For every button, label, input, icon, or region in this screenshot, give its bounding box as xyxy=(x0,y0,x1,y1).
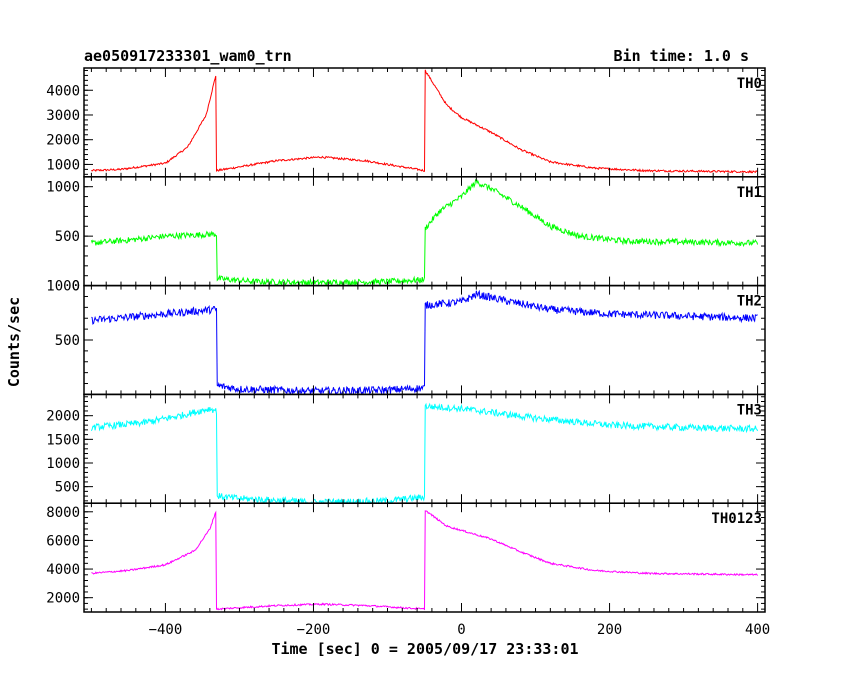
panel-label: TH1 xyxy=(737,185,762,201)
series-line-th2 xyxy=(91,289,758,395)
panel-th2: TH2 500 1000 xyxy=(46,279,766,396)
panel-th1: TH1 0 500 1000 xyxy=(46,176,766,295)
y-tick-label: 4000 xyxy=(46,83,80,99)
x-axis-title: Time [sec] 0 = 2005/09/17 23:33:01 xyxy=(271,640,578,658)
panel-th0123: TH0123 2000 4000 6000 8000 xyxy=(46,502,766,613)
panel-label: TH0123 xyxy=(711,511,762,527)
y-tick-label: 0 xyxy=(72,279,80,295)
y-tick-label: 1500 xyxy=(46,432,80,448)
y-tick-label: 4000 xyxy=(46,562,80,578)
y-tick-label: 8000 xyxy=(46,505,80,521)
panel-th0: TH0 1000 2000 3000 4000 xyxy=(46,67,766,178)
y-tick-label: 1000 xyxy=(46,279,80,295)
x-tick-label: −400 xyxy=(149,622,183,638)
panel-group: TH01000200030004000TH105001000TH25001000… xyxy=(46,67,770,638)
y-tick-label: 6000 xyxy=(46,533,80,549)
y-tick-label: 500 xyxy=(55,480,80,496)
panel-label: TH3 xyxy=(737,402,762,418)
panel-label: TH0 xyxy=(737,76,762,92)
series-line-th1 xyxy=(90,178,759,286)
series-line-th0123 xyxy=(91,510,758,611)
y-tick-label: 500 xyxy=(55,333,80,349)
y-tick-label: 500 xyxy=(55,229,80,245)
series-line-th3 xyxy=(90,402,759,504)
y-tick-label: 2000 xyxy=(46,409,80,425)
chart-title: ae050917233301_wam0_trn xyxy=(84,47,292,65)
x-tick-label: 200 xyxy=(597,622,622,638)
panel-th3: TH3 500 1000 1500 2000 xyxy=(46,393,766,504)
y-tick-label: 3000 xyxy=(46,108,80,124)
y-tick-label: 1000 xyxy=(46,180,80,196)
series-line-th0 xyxy=(91,69,758,174)
y-axis-title: Counts/sec xyxy=(5,297,23,387)
y-tick-label: 2000 xyxy=(46,591,80,607)
y-tick-label: 1000 xyxy=(46,456,80,472)
y-tick-label: 2000 xyxy=(46,133,80,149)
x-tick-label: 400 xyxy=(745,622,770,638)
x-tick-label: −200 xyxy=(297,622,331,638)
panel-label: TH2 xyxy=(737,294,762,310)
x-tick-label: 0 xyxy=(457,622,465,638)
y-tick-label: 1000 xyxy=(46,157,80,173)
bin-time-label: Bin time: 1.0 s xyxy=(614,47,749,65)
